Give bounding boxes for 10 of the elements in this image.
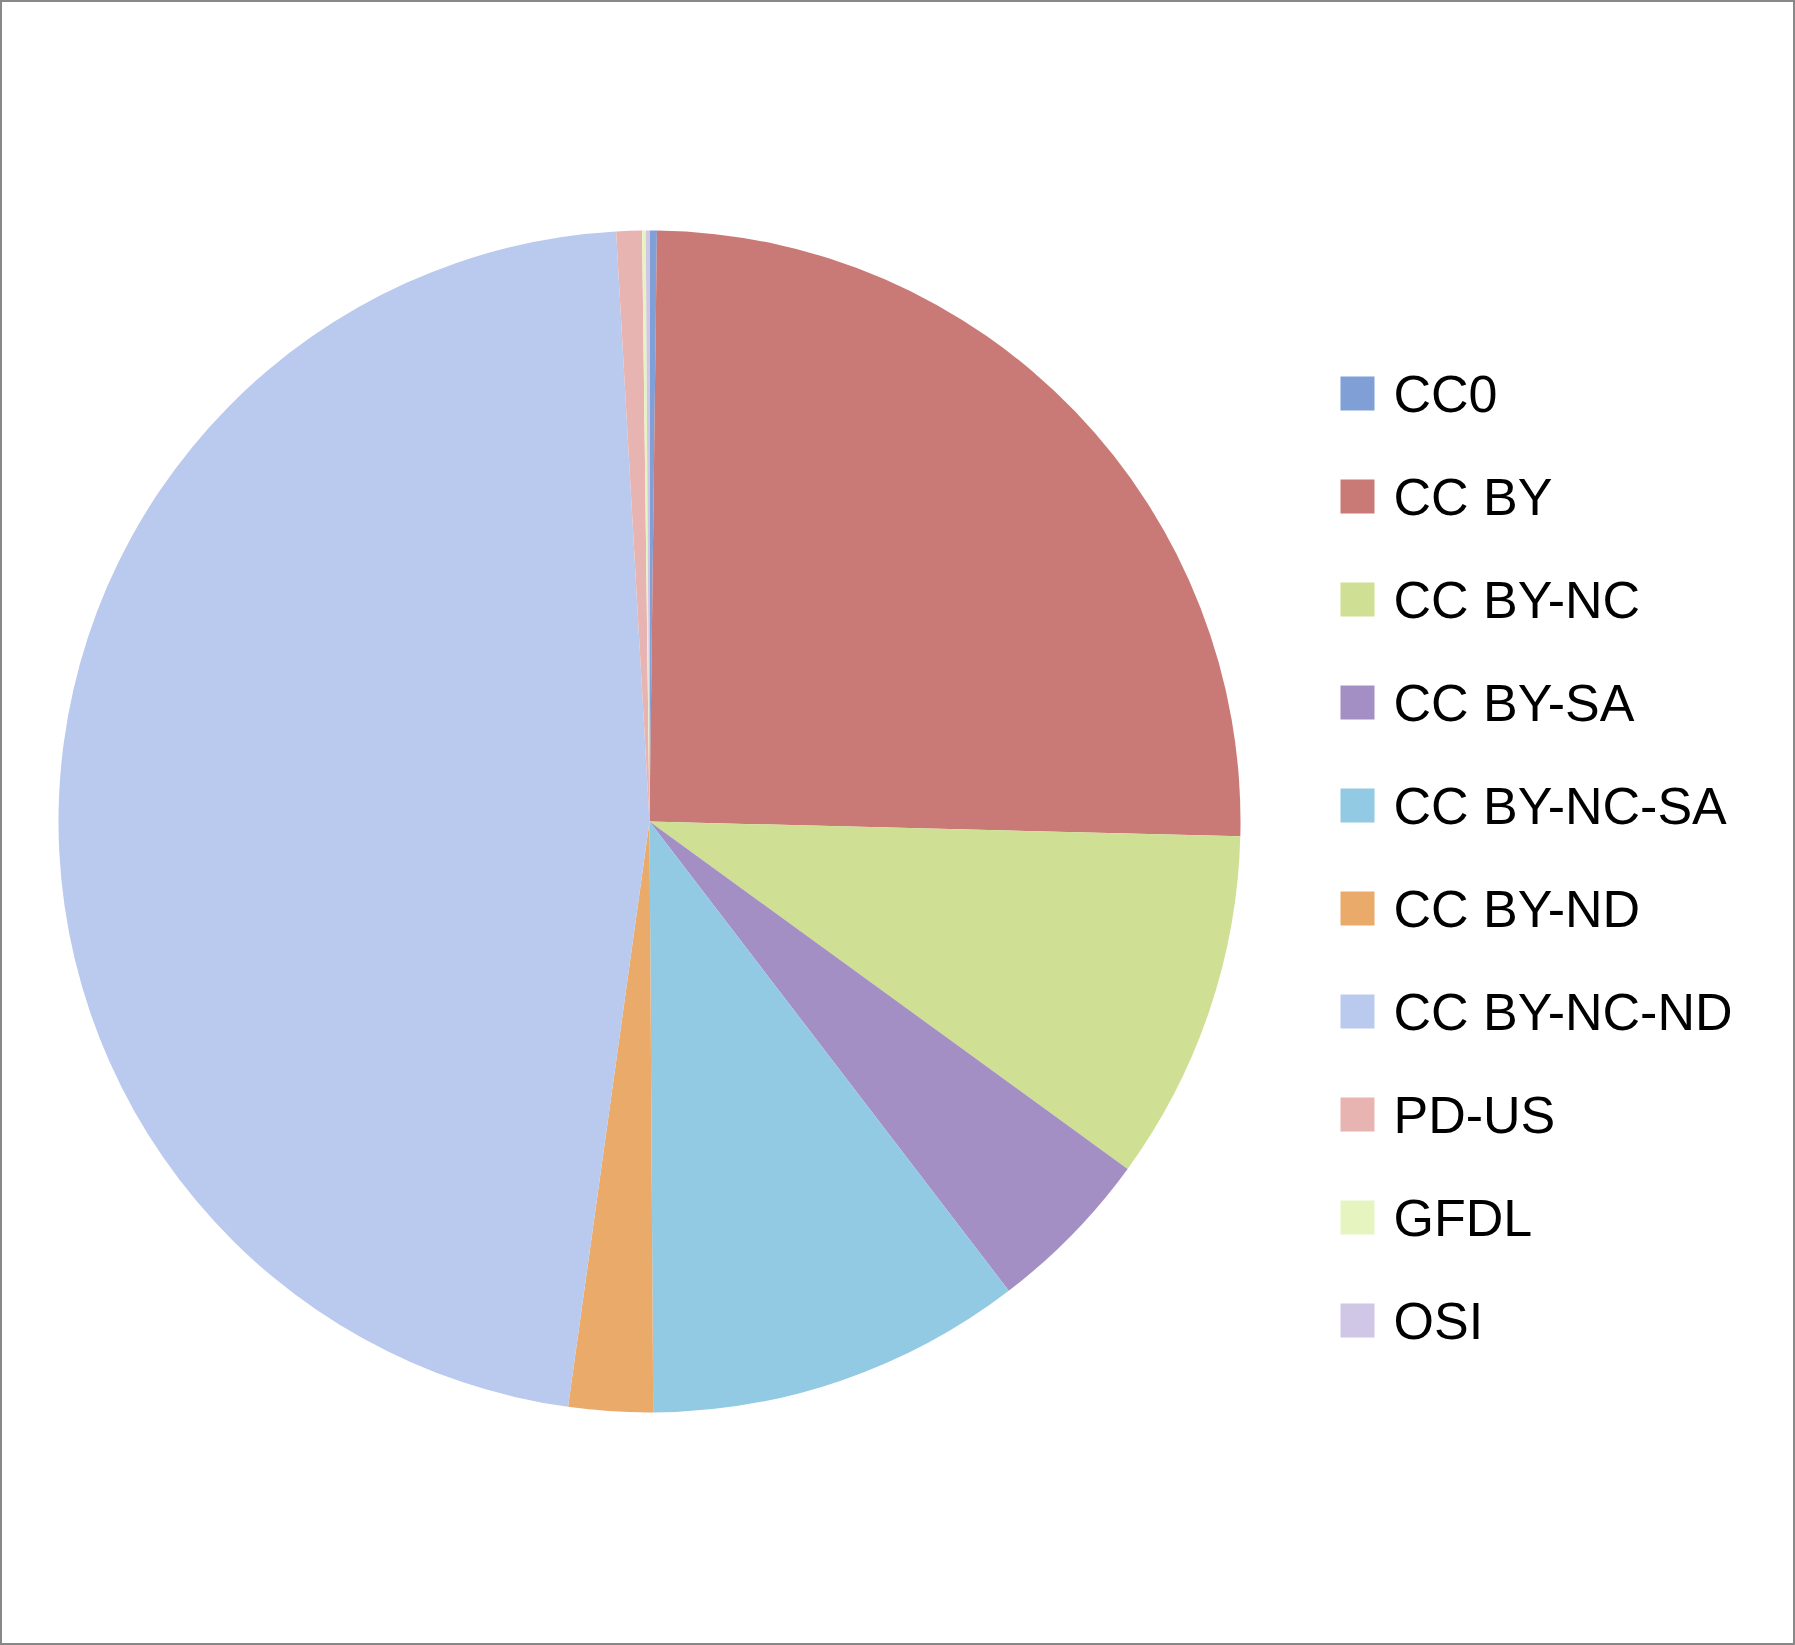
legend-label: CC0 xyxy=(1393,364,1498,423)
legend-label: CC BY-ND xyxy=(1393,879,1641,938)
legend-label: CC BY-NC-SA xyxy=(1393,776,1728,835)
legend-label: CC BY xyxy=(1393,467,1553,526)
legend-label: GFDL xyxy=(1393,1188,1533,1247)
legend-label: CC BY-NC xyxy=(1393,570,1641,629)
legend-label: OSI xyxy=(1393,1291,1484,1350)
legend-label: CC BY-NC-ND xyxy=(1393,982,1733,1041)
legend-label: CC BY-SA xyxy=(1393,673,1635,732)
legend-label: PD-US xyxy=(1393,1085,1556,1144)
